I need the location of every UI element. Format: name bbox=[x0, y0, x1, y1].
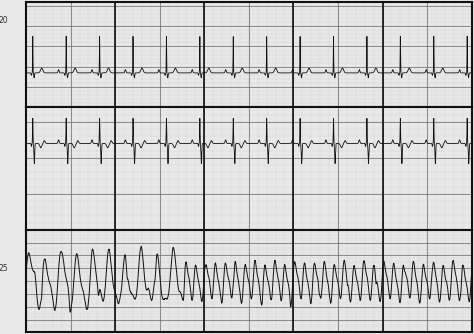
Text: 25: 25 bbox=[0, 264, 8, 273]
Text: 20: 20 bbox=[0, 16, 8, 25]
